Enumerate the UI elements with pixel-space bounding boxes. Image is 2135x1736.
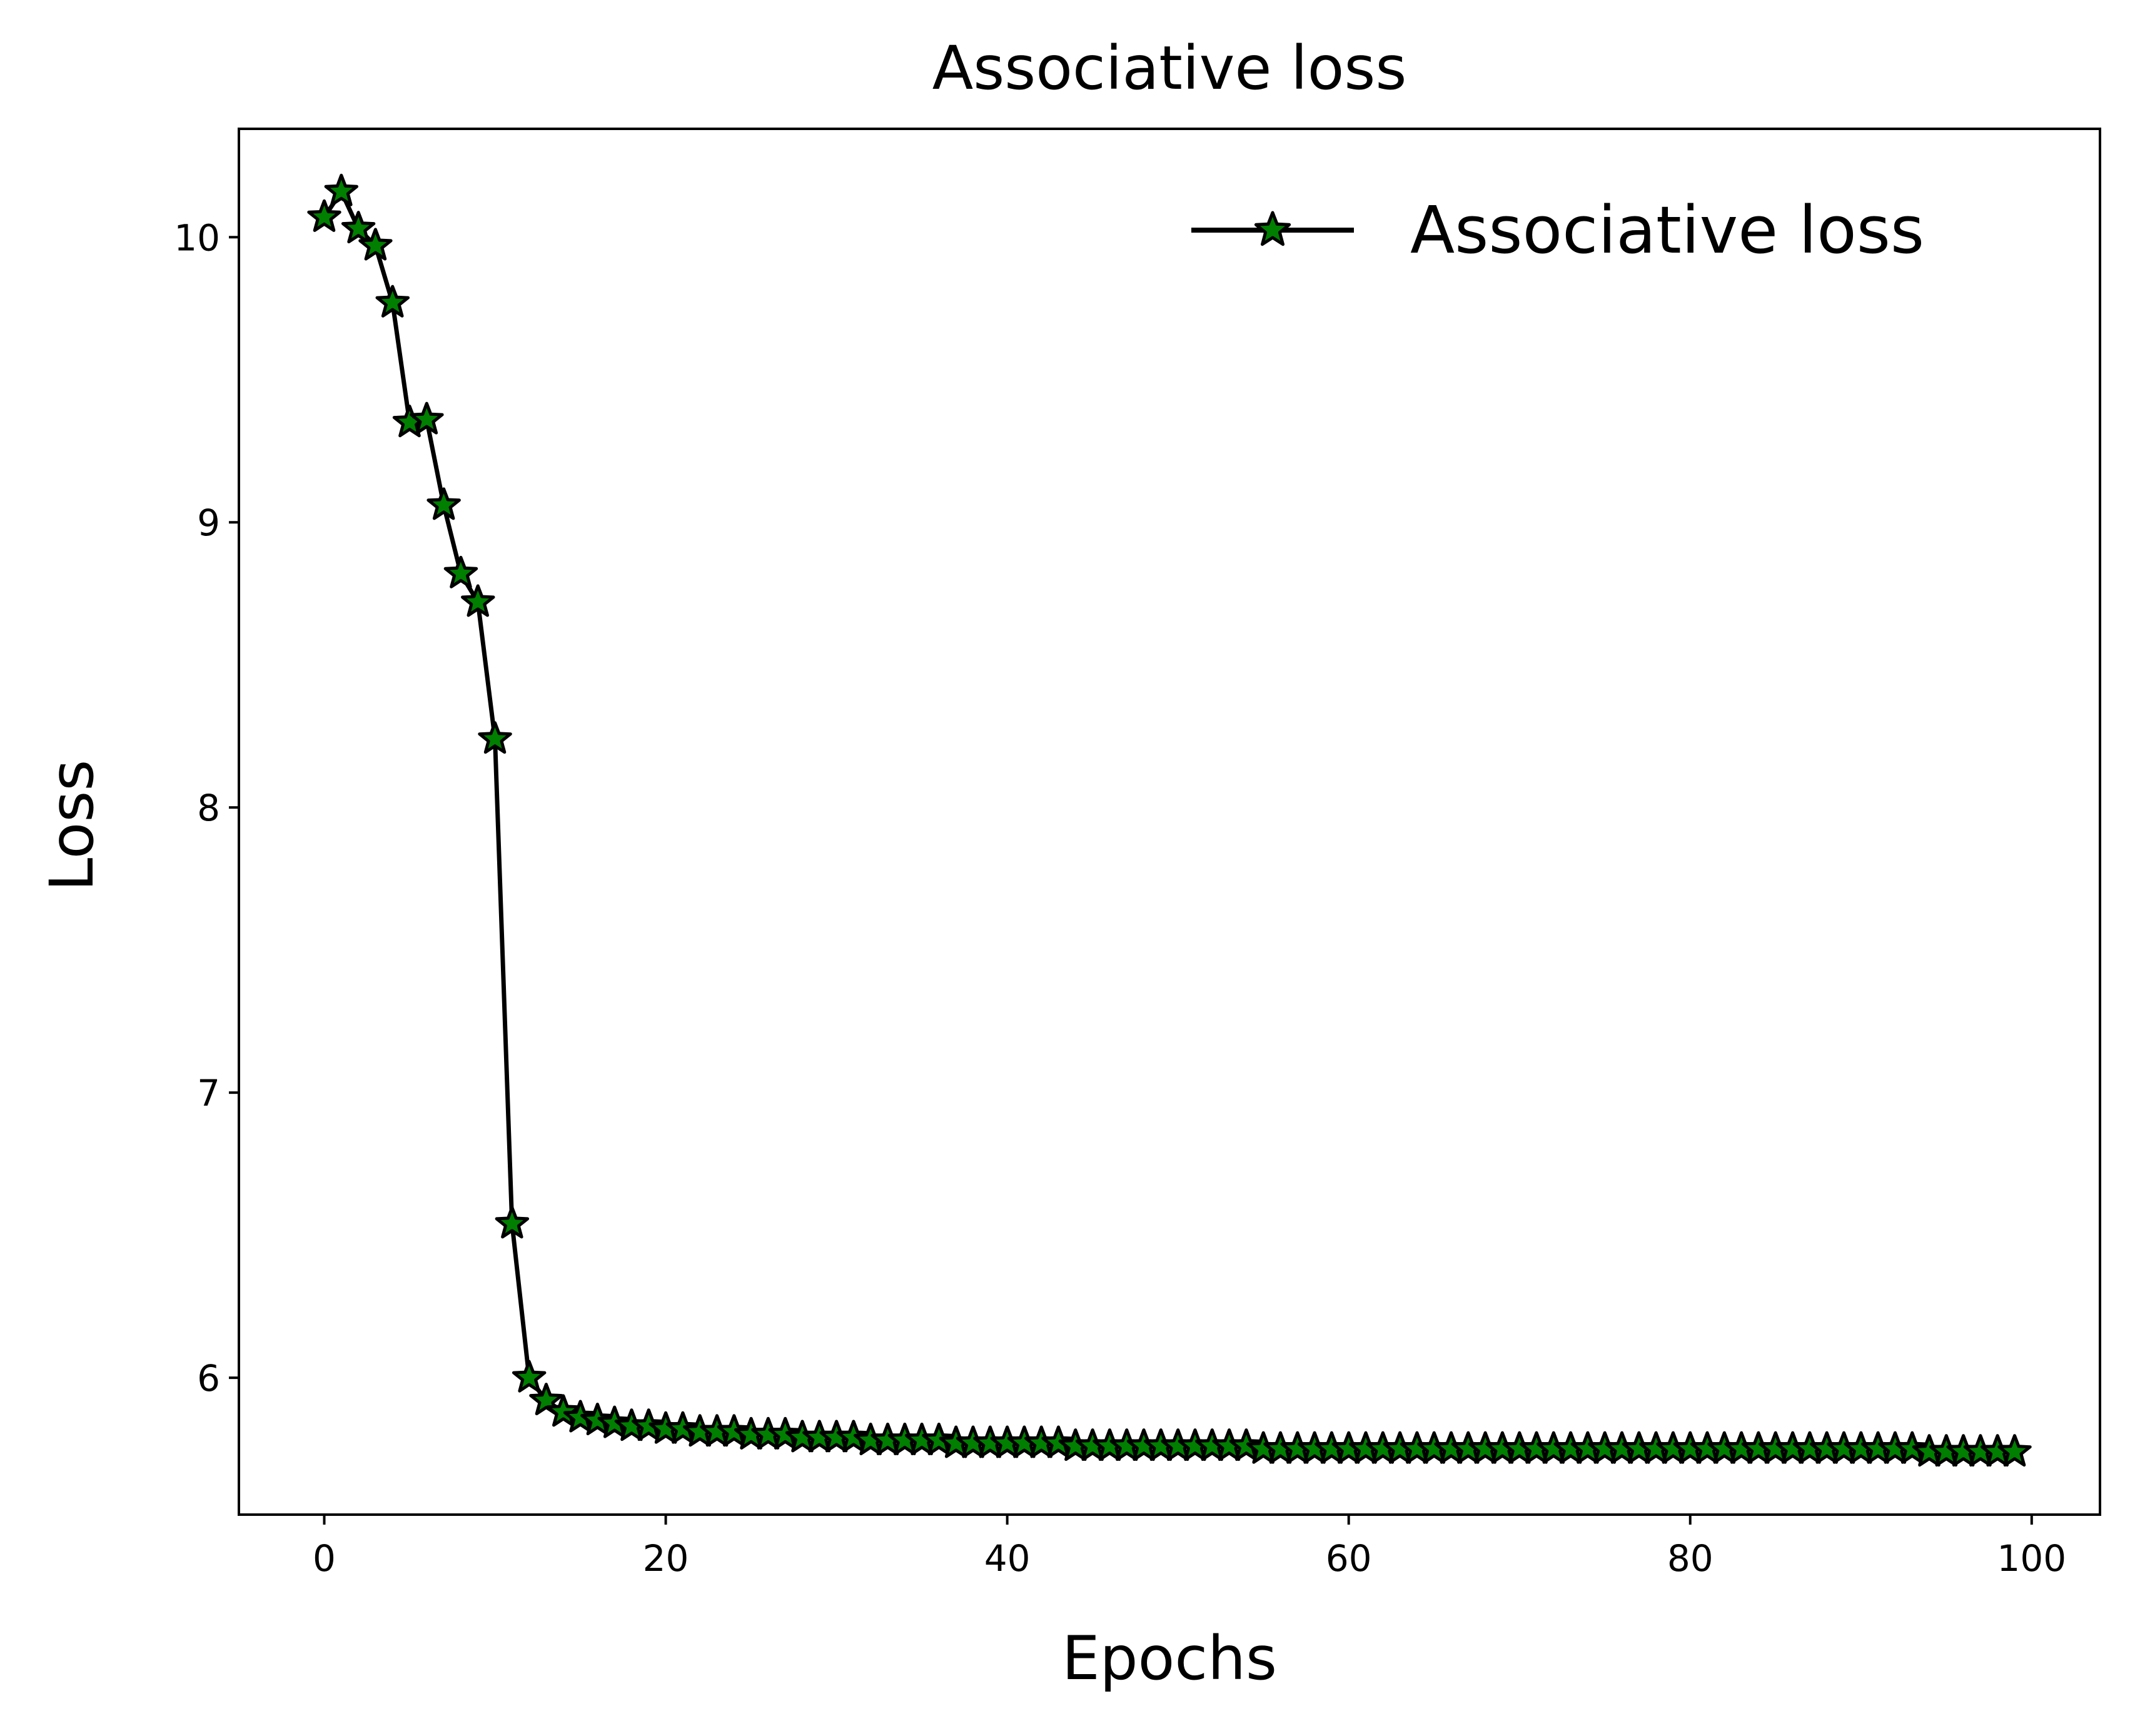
data-point-star (426, 487, 461, 520)
data-point-star (665, 1411, 700, 1444)
data-point-star (1229, 1428, 1264, 1461)
y-tick-label: 6 (197, 1357, 220, 1400)
data-point-star (495, 1206, 530, 1239)
data-point-star (836, 1420, 871, 1453)
data-point-star (1041, 1425, 1076, 1458)
data-point-star (341, 211, 376, 244)
data-point-star (307, 199, 341, 232)
y-tick-label: 10 (174, 216, 220, 259)
x-axis-title: Epochs (1062, 1623, 1277, 1693)
data-point-star (512, 1360, 547, 1393)
data-point-star (597, 1405, 632, 1438)
data-point-star (358, 228, 393, 261)
x-tick-label: 80 (1667, 1537, 1714, 1580)
y-tick-label: 8 (197, 787, 220, 829)
x-tick-label: 40 (984, 1537, 1031, 1580)
data-point-star (1895, 1431, 1929, 1464)
data-point-star (563, 1400, 598, 1433)
data-point-star (580, 1403, 615, 1436)
x-axis: 0 20 40 60 80 100 (313, 1515, 2066, 1580)
x-tick-label: 100 (1997, 1537, 2066, 1580)
data-point-star (922, 1422, 956, 1455)
data-point-star (1997, 1434, 2032, 1467)
x-tick-label: 20 (643, 1537, 689, 1580)
legend-label: Associative loss (1410, 192, 1924, 268)
data-point-star (478, 721, 512, 754)
data-point-star (410, 401, 444, 435)
data-point-star (632, 1408, 666, 1441)
y-axis: 6 7 8 9 10 (174, 216, 239, 1400)
y-axis-title: Loss (37, 760, 107, 892)
x-tick-label: 0 (313, 1537, 336, 1580)
plot-area (307, 173, 2032, 1467)
x-tick-label: 60 (1326, 1537, 1372, 1580)
data-point-star (768, 1416, 802, 1450)
data-point-star (717, 1414, 751, 1447)
data-point-star (546, 1394, 580, 1427)
data-point-star (375, 285, 410, 318)
plot-frame (238, 128, 2101, 1516)
data-point-star (324, 173, 358, 206)
legend: Associative loss (1191, 192, 1924, 268)
y-tick-label: 9 (197, 502, 220, 544)
data-point-star (461, 584, 495, 617)
data-point-star (443, 555, 478, 588)
chart-title: Associative loss (932, 33, 1407, 103)
y-tick-label: 7 (197, 1072, 220, 1114)
data-point-star (529, 1383, 563, 1416)
legend-star-marker (1254, 211, 1291, 246)
